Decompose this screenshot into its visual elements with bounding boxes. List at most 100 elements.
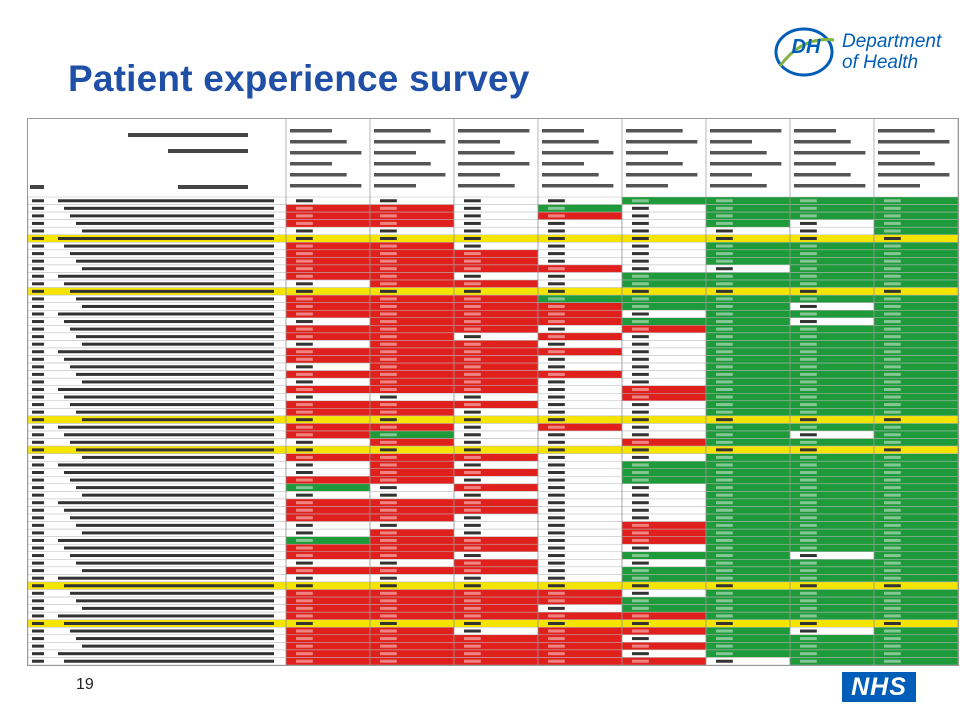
cell-value-blur [548, 554, 565, 558]
cell-value-blur [800, 629, 817, 633]
cell-value-blur [548, 471, 565, 475]
cell-value-blur [716, 289, 733, 293]
cell-value-blur [632, 531, 649, 535]
row-label-blur [70, 403, 274, 407]
cell-value-blur [464, 463, 481, 467]
cell-value-blur [716, 425, 733, 429]
row-id-blur [32, 561, 44, 565]
row-id-blur [32, 591, 44, 595]
cell-value-blur [632, 508, 649, 512]
cell-value-blur [632, 199, 649, 203]
cell-value-blur [884, 644, 901, 648]
cell-value-blur [380, 471, 397, 475]
row-id-blur [32, 395, 44, 399]
row-label-blur [58, 274, 274, 278]
cell-value-blur [548, 606, 565, 610]
cell-value-blur [548, 418, 565, 422]
cell-value-blur [632, 357, 649, 361]
row-id-blur [32, 606, 44, 610]
cell-value-blur [548, 244, 565, 248]
cell-value-blur [800, 433, 817, 437]
cell-value-blur [296, 440, 313, 444]
cell-value-blur [464, 395, 481, 399]
cell-value-blur [800, 304, 817, 308]
cell-value-blur [464, 478, 481, 482]
cell-value-blur [296, 410, 313, 414]
cell-value-blur [548, 380, 565, 384]
cell-value-blur [296, 621, 313, 625]
cell-value-blur [296, 569, 313, 573]
cell-value-blur [884, 463, 901, 467]
cell-value-blur [716, 320, 733, 324]
cell-value-blur [800, 403, 817, 407]
cell-value-blur [632, 576, 649, 580]
cell-value-blur [632, 403, 649, 407]
cell-value-blur [632, 463, 649, 467]
cell-value-blur [464, 455, 481, 459]
cell-value-blur [800, 659, 817, 663]
cell-value-blur [380, 523, 397, 527]
cell-value-blur [380, 463, 397, 467]
cell-value-blur [800, 320, 817, 324]
cell-value-blur [296, 659, 313, 663]
cell-value-blur [380, 538, 397, 542]
cell-value-blur [884, 357, 901, 361]
cell-value-blur [464, 312, 481, 316]
cell-value-blur [548, 440, 565, 444]
row-label-blur [76, 637, 274, 641]
spreadsheet-grid [28, 119, 958, 665]
row-id-blur [32, 637, 44, 641]
cell-value-blur [296, 357, 313, 361]
cell-value-blur [464, 304, 481, 308]
cell-value-blur [380, 554, 397, 558]
cell-value-blur [632, 214, 649, 218]
cell-value-blur [464, 229, 481, 233]
cell-value-blur [380, 478, 397, 482]
cell-value-blur [380, 403, 397, 407]
cell-value-blur [716, 252, 733, 256]
cell-value-blur [800, 531, 817, 535]
cell-value-blur [380, 599, 397, 603]
cell-value-blur [464, 584, 481, 588]
cell-value-blur [884, 508, 901, 512]
cell-value-blur [296, 289, 313, 293]
cell-value-blur [800, 606, 817, 610]
cell-value-blur [380, 335, 397, 339]
cell-value-blur [296, 229, 313, 233]
cell-value-blur [548, 403, 565, 407]
cell-value-blur [884, 455, 901, 459]
cell-value-blur [548, 621, 565, 625]
cell-value-blur [548, 214, 565, 218]
row-id-blur [32, 455, 44, 459]
cell-value-blur [884, 493, 901, 497]
row-label-blur [64, 621, 274, 625]
cell-value-blur [884, 425, 901, 429]
cell-value-blur [632, 244, 649, 248]
row-id-blur [32, 508, 44, 512]
cell-value-blur [800, 387, 817, 391]
row-label-blur [82, 531, 274, 535]
row-id-blur [32, 554, 44, 558]
header-text-blur [878, 129, 935, 133]
cell-value-blur [632, 335, 649, 339]
cell-value-blur [464, 538, 481, 542]
cell-value-blur [296, 297, 313, 301]
header-text-blur [542, 151, 614, 155]
cell-value-blur [548, 569, 565, 573]
cell-value-blur [548, 463, 565, 467]
row-id-blur [32, 569, 44, 573]
cell-value-blur [464, 327, 481, 331]
cell-value-blur [464, 199, 481, 203]
cell-value-blur [548, 387, 565, 391]
cell-value-blur [548, 304, 565, 308]
cell-value-blur [800, 312, 817, 316]
cell-value-blur [548, 297, 565, 301]
cell-value-blur [632, 274, 649, 278]
cell-value-blur [716, 244, 733, 248]
header-text-blur [290, 129, 332, 133]
cell-value-blur [296, 471, 313, 475]
cell-value-blur [548, 652, 565, 656]
cell-value-blur [464, 576, 481, 580]
row-label-blur [70, 516, 274, 520]
cell-value-blur [464, 621, 481, 625]
